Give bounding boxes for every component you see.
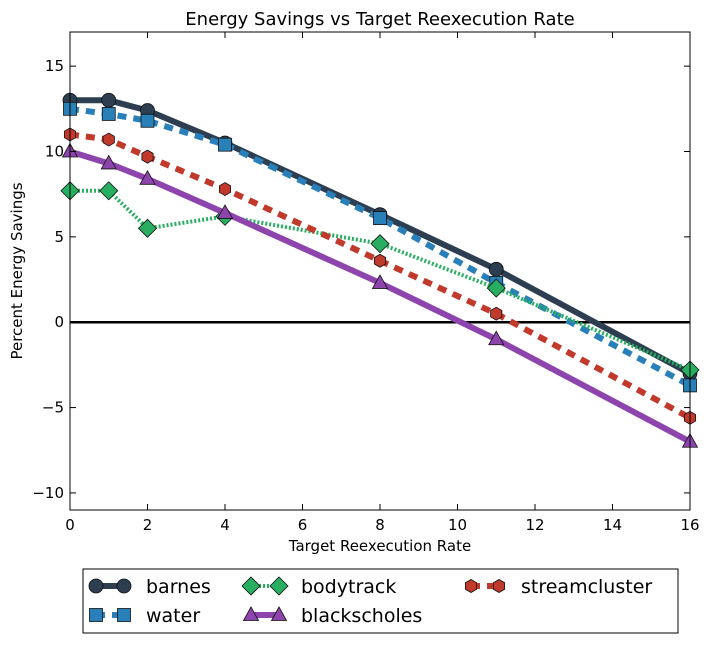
x-tick-label: 10 [448, 516, 467, 534]
data-point-bodytrack [370, 234, 390, 254]
legend-entry-barnes: barnes [88, 576, 211, 598]
y-axis-label: Percent Energy Savings [8, 182, 26, 359]
legend-label: bodytrack [301, 576, 396, 598]
y-tick-label: 5 [54, 228, 64, 246]
data-point-barnes [488, 261, 504, 277]
y-tick-label: −5 [42, 399, 64, 417]
legend-marker [270, 606, 288, 621]
x-tick-label: 16 [680, 516, 699, 534]
legend-entry-blackscholes: blackscholes [242, 605, 422, 627]
legend-label: barnes [146, 576, 211, 598]
data-point-blackscholes [488, 330, 505, 346]
data-point-streamcluster [373, 253, 387, 268]
x-tick-label: 2 [143, 516, 153, 534]
legend-marker [116, 578, 132, 594]
legend-marker [269, 576, 289, 596]
data-point-streamcluster [102, 132, 115, 147]
x-tick-label: 12 [525, 516, 544, 534]
legend-marker [464, 579, 478, 593]
legend: barnes water bodytrack blackscholes streamcl… [82, 568, 679, 634]
legend-label: blackscholes [301, 605, 422, 627]
x-axis-label: Target Reexecution Rate [288, 537, 471, 555]
legend-marker [88, 578, 104, 594]
legend-marker [89, 608, 103, 622]
plot-area [70, 32, 690, 510]
data-point-water [218, 137, 232, 152]
legend-marker [117, 608, 131, 622]
data-point-streamcluster [218, 182, 232, 197]
legend-entries: barnes water bodytrack blackscholes streamcl… [88, 576, 652, 627]
data-point-water [101, 107, 116, 121]
legend-label: streamcluster [521, 576, 652, 598]
chart-title: Energy Savings vs Target Reexecution Rat… [185, 9, 574, 30]
y-tick-label: −10 [32, 484, 64, 502]
series-lines [60, 92, 700, 448]
x-tick-label: 0 [65, 516, 75, 534]
y-tick-label: 15 [45, 57, 64, 75]
legend-box [82, 568, 679, 634]
x-tick-label: 4 [220, 516, 230, 534]
data-point-streamcluster [141, 149, 154, 164]
data-point-bodytrack [486, 278, 506, 298]
data-point-water [140, 113, 155, 128]
data-point-streamcluster [490, 306, 503, 321]
data-point-water [373, 211, 387, 225]
data-point-barnes [101, 92, 117, 108]
x-tick-label: 14 [603, 516, 622, 534]
legend-label: water [146, 605, 200, 627]
data-point-blackscholes [216, 204, 234, 219]
data-point-blackscholes [139, 169, 156, 185]
x-tick-label: 6 [298, 516, 308, 534]
y-tick-label: 10 [45, 143, 64, 161]
legend-marker [241, 576, 261, 596]
legend-entry-water: water [89, 605, 200, 627]
data-point-blackscholes [371, 274, 389, 289]
legend-entry-streamcluster: streamcluster [464, 576, 652, 598]
axis-ticks: 0 2 4 6 8 10 12 14 16 −10 −5 0 5 10 15 [32, 32, 700, 534]
data-point-blackscholes [100, 154, 117, 170]
legend-marker [492, 579, 506, 593]
y-tick-label: 0 [54, 313, 64, 331]
data-point-bodytrack [137, 218, 158, 238]
legend-entry-bodytrack: bodytrack [241, 576, 396, 598]
data-point-bodytrack [99, 181, 119, 201]
x-tick-label: 8 [375, 516, 385, 534]
legend-marker [242, 606, 260, 621]
